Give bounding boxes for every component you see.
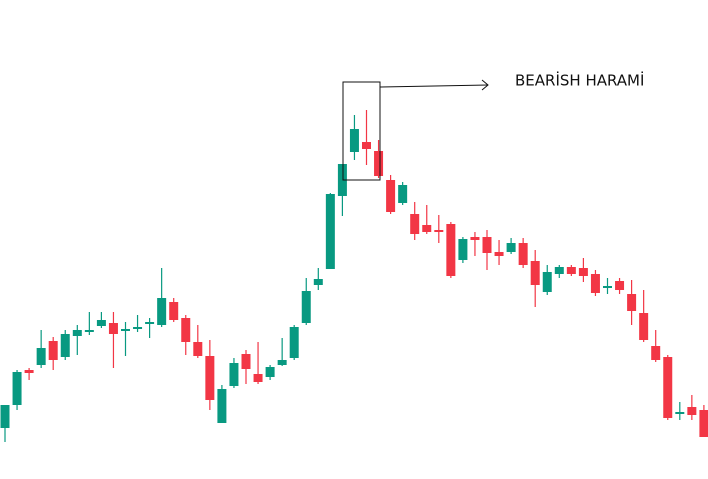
candles <box>0 110 708 442</box>
candle-body <box>446 224 456 276</box>
candle-body <box>60 334 70 357</box>
candle-body <box>229 363 239 386</box>
candle-body <box>0 405 10 428</box>
candle-body <box>193 342 203 356</box>
candle-body <box>181 318 191 342</box>
candle-body <box>157 298 167 325</box>
candle-body <box>458 239 468 260</box>
candle-body <box>349 129 359 152</box>
candle-body <box>205 356 215 400</box>
candle-body <box>121 329 130 331</box>
candle-body <box>434 230 444 232</box>
candle-body <box>494 252 504 256</box>
candle-body <box>615 281 625 290</box>
candle-body <box>651 346 661 360</box>
candle-body <box>24 370 34 373</box>
candle-body <box>145 322 155 324</box>
candle-body <box>313 279 323 285</box>
candle-body <box>289 327 299 358</box>
candle-body <box>578 268 588 276</box>
candle-body <box>362 142 371 149</box>
candle-body <box>470 237 480 240</box>
candle-body <box>277 360 287 365</box>
candle-body <box>48 341 58 360</box>
candle-body <box>627 294 637 311</box>
candle-body <box>699 410 708 437</box>
candle-body <box>12 372 22 405</box>
candle-body <box>506 243 516 252</box>
candle-body <box>169 302 179 320</box>
candle-body <box>554 267 564 274</box>
candle-body <box>217 389 227 423</box>
candle-body <box>398 185 408 203</box>
candle-body <box>687 407 697 415</box>
candle-body <box>108 323 118 334</box>
candle-body <box>386 180 396 212</box>
candle-body <box>253 374 263 382</box>
candle-body <box>422 225 432 232</box>
arrow-line <box>379 84 489 88</box>
candle-body <box>639 313 649 340</box>
candle-body <box>84 330 94 332</box>
candle-body <box>518 243 528 265</box>
candle-body <box>36 348 46 365</box>
annotation: BEARİSH HARAMİ <box>515 71 644 90</box>
candle-body <box>325 194 335 269</box>
candle-body <box>265 367 275 377</box>
candle-body <box>374 151 384 176</box>
candle-body <box>96 320 106 326</box>
arrow-head <box>481 79 489 91</box>
candle-body <box>482 237 492 253</box>
candle-body <box>603 286 612 288</box>
candle-body <box>663 357 673 418</box>
highlight-box <box>342 81 381 181</box>
candle-body <box>301 291 311 323</box>
candle-body <box>410 214 420 234</box>
candle-body <box>675 412 685 414</box>
candle-body <box>542 272 552 292</box>
candle-body <box>241 354 251 369</box>
candle-body <box>566 267 576 274</box>
candle-body <box>590 274 600 293</box>
candle-body <box>133 327 143 329</box>
candle-body <box>530 261 540 285</box>
candle-body <box>72 330 82 336</box>
candle-body <box>337 164 347 196</box>
